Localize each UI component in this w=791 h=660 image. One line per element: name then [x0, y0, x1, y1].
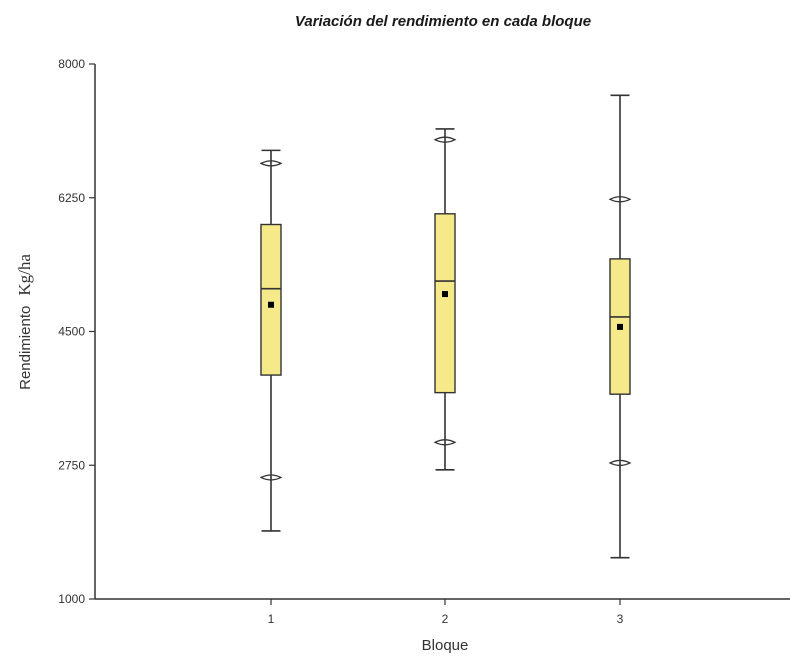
x-axis-title: Bloque: [422, 637, 469, 654]
marker-p5-1: [259, 474, 283, 481]
marker-p95-3: [608, 196, 632, 203]
marker-p95-1: [259, 160, 283, 167]
marker-p5-3: [608, 459, 632, 467]
x-tick-label-1: 2: [442, 612, 449, 626]
y-axis-label: Rendimiento Kg/ha: [15, 254, 34, 390]
y-axis-unit: Kg/ha: [15, 254, 34, 296]
y-tick-label-0: 1000: [58, 592, 85, 606]
box-group-3: [608, 94, 632, 559]
box-group-1: [259, 149, 283, 532]
box-1: [260, 223, 282, 376]
mean-2: [442, 291, 448, 298]
x-tick-label-0: 1: [268, 612, 275, 626]
box-2: [434, 213, 456, 394]
mean-1: [268, 301, 274, 308]
y-tick-label-1: 2750: [58, 458, 85, 472]
box-group-2: [433, 128, 457, 471]
y-tick-label-4: 8000: [58, 57, 85, 71]
mean-3: [617, 323, 623, 330]
y-ticks: 1000 2750 4500 6250 8000: [58, 57, 95, 606]
y-tick-label-2: 4500: [58, 325, 85, 339]
svg-text:Rendimiento Kg/ha: Rendimiento Kg/ha: [15, 254, 34, 390]
x-tick-label-2: 3: [617, 612, 624, 626]
marker-p5-2: [433, 439, 457, 446]
marker-p95-2: [433, 136, 457, 143]
boxes: [259, 94, 632, 559]
x-ticks: 1 2 3: [268, 599, 624, 626]
y-tick-label-3: 6250: [58, 191, 85, 205]
y-axis-title: Rendimiento: [17, 306, 34, 390]
chart-title: Variación del rendimiento en cada bloque: [295, 13, 591, 30]
